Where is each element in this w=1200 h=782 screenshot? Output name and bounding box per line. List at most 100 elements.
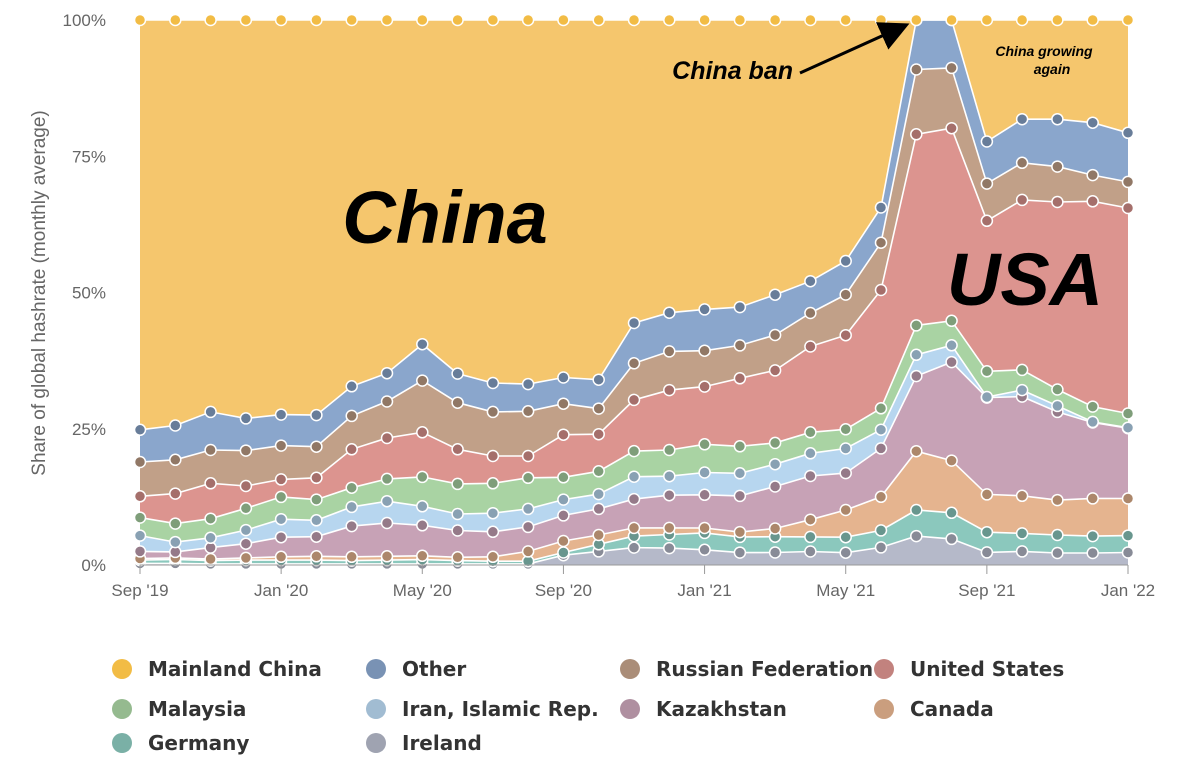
point-mainland-china[interactable]	[486, 13, 500, 27]
point-united-states[interactable]	[698, 380, 711, 393]
point-russian-federation[interactable]	[733, 339, 747, 352]
point-canada[interactable]	[486, 550, 500, 564]
point-mainland-china[interactable]	[169, 13, 182, 27]
point-malaysia[interactable]	[380, 472, 394, 486]
point-iran-islamic-rep[interactable]	[910, 348, 923, 362]
point-russian-federation[interactable]	[627, 357, 641, 370]
point-iran-islamic-rep[interactable]	[627, 470, 641, 483]
point-mainland-china[interactable]	[910, 13, 923, 27]
point-ireland[interactable]	[874, 541, 888, 554]
point-canada[interactable]	[910, 444, 923, 458]
point-germany[interactable]	[1121, 529, 1135, 542]
point-kazakhstan[interactable]	[804, 469, 817, 483]
point-malaysia[interactable]	[768, 436, 782, 450]
point-iran-islamic-rep[interactable]	[345, 500, 358, 514]
point-russian-federation[interactable]	[416, 374, 429, 387]
point-mainland-china[interactable]	[416, 13, 429, 27]
point-russian-federation[interactable]	[521, 405, 535, 418]
point-ireland[interactable]	[663, 541, 676, 555]
point-kazakhstan[interactable]	[451, 524, 464, 537]
legend-item-kazakhstan[interactable]: Kazakhstan	[620, 697, 787, 721]
point-canada[interactable]	[698, 521, 711, 535]
point-united-states[interactable]	[310, 471, 323, 485]
point-malaysia[interactable]	[627, 444, 641, 458]
point-other[interactable]	[274, 408, 288, 421]
point-malaysia[interactable]	[874, 402, 888, 415]
point-other[interactable]	[557, 371, 570, 384]
point-canada[interactable]	[768, 522, 782, 535]
point-russian-federation[interactable]	[1086, 168, 1099, 182]
point-ireland[interactable]	[804, 545, 817, 558]
point-malaysia[interactable]	[592, 465, 605, 478]
legend-item-germany[interactable]: Germany	[112, 731, 249, 755]
point-united-states[interactable]	[839, 328, 852, 342]
point-iran-islamic-rep[interactable]	[416, 500, 429, 513]
point-malaysia[interactable]	[486, 477, 500, 490]
point-russian-federation[interactable]	[910, 63, 923, 76]
point-germany[interactable]	[839, 530, 852, 544]
point-kazakhstan[interactable]	[592, 502, 605, 516]
point-malaysia[interactable]	[804, 426, 817, 439]
point-germany[interactable]	[804, 530, 817, 544]
legend-item-iran[interactable]: Iran, Islamic Rep.	[366, 697, 599, 721]
point-canada[interactable]	[945, 454, 958, 467]
point-mainland-china[interactable]	[839, 13, 852, 27]
point-canada[interactable]	[804, 513, 817, 526]
point-russian-federation[interactable]	[133, 455, 147, 469]
point-other[interactable]	[1051, 112, 1064, 126]
point-canada[interactable]	[592, 528, 605, 542]
point-malaysia[interactable]	[1051, 383, 1064, 396]
point-russian-federation[interactable]	[839, 288, 852, 301]
point-united-states[interactable]	[768, 364, 782, 377]
point-iran-islamic-rep[interactable]	[521, 502, 535, 516]
point-mainland-china[interactable]	[451, 13, 464, 27]
point-mainland-china[interactable]	[980, 13, 994, 27]
point-russian-federation[interactable]	[663, 345, 676, 358]
point-germany[interactable]	[1015, 527, 1029, 540]
point-mainland-china[interactable]	[698, 13, 711, 27]
point-mainland-china[interactable]	[627, 13, 641, 27]
point-kazakhstan[interactable]	[486, 525, 500, 539]
point-ireland[interactable]	[768, 546, 782, 559]
point-iran-islamic-rep[interactable]	[698, 466, 711, 479]
point-united-states[interactable]	[627, 393, 641, 407]
point-germany[interactable]	[1051, 528, 1064, 542]
point-russian-federation[interactable]	[592, 402, 605, 415]
point-canada[interactable]	[839, 503, 852, 517]
point-russian-federation[interactable]	[874, 236, 888, 249]
point-other[interactable]	[345, 380, 358, 393]
point-mainland-china[interactable]	[663, 13, 676, 27]
point-iran-islamic-rep[interactable]	[1086, 415, 1099, 429]
point-mainland-china[interactable]	[310, 13, 323, 27]
point-malaysia[interactable]	[521, 471, 535, 485]
point-united-states[interactable]	[274, 473, 288, 486]
point-canada[interactable]	[663, 521, 676, 535]
point-iran-islamic-rep[interactable]	[310, 514, 323, 527]
point-russian-federation[interactable]	[274, 439, 288, 452]
point-canada[interactable]	[627, 521, 641, 535]
point-other[interactable]	[451, 367, 464, 380]
point-germany[interactable]	[980, 525, 994, 539]
point-other[interactable]	[204, 405, 217, 419]
point-united-states[interactable]	[804, 340, 817, 353]
point-malaysia[interactable]	[204, 512, 217, 525]
point-mainland-china[interactable]	[345, 13, 358, 27]
point-mainland-china[interactable]	[380, 13, 394, 27]
point-kazakhstan[interactable]	[839, 466, 852, 480]
legend-item-united-states[interactable]: United States	[874, 657, 1064, 681]
point-russian-federation[interactable]	[804, 306, 817, 320]
point-kazakhstan[interactable]	[310, 530, 323, 543]
point-canada[interactable]	[239, 551, 253, 565]
point-iran-islamic-rep[interactable]	[1015, 383, 1029, 397]
legend-item-other[interactable]: Other	[366, 657, 466, 681]
point-malaysia[interactable]	[451, 477, 464, 491]
point-mainland-china[interactable]	[945, 13, 958, 27]
point-canada[interactable]	[521, 545, 535, 558]
point-iran-islamic-rep[interactable]	[557, 493, 570, 506]
point-kazakhstan[interactable]	[345, 519, 358, 533]
point-united-states[interactable]	[416, 426, 429, 439]
point-mainland-china[interactable]	[557, 13, 570, 27]
point-kazakhstan[interactable]	[557, 509, 570, 522]
point-united-states[interactable]	[910, 128, 923, 141]
point-malaysia[interactable]	[345, 481, 358, 494]
